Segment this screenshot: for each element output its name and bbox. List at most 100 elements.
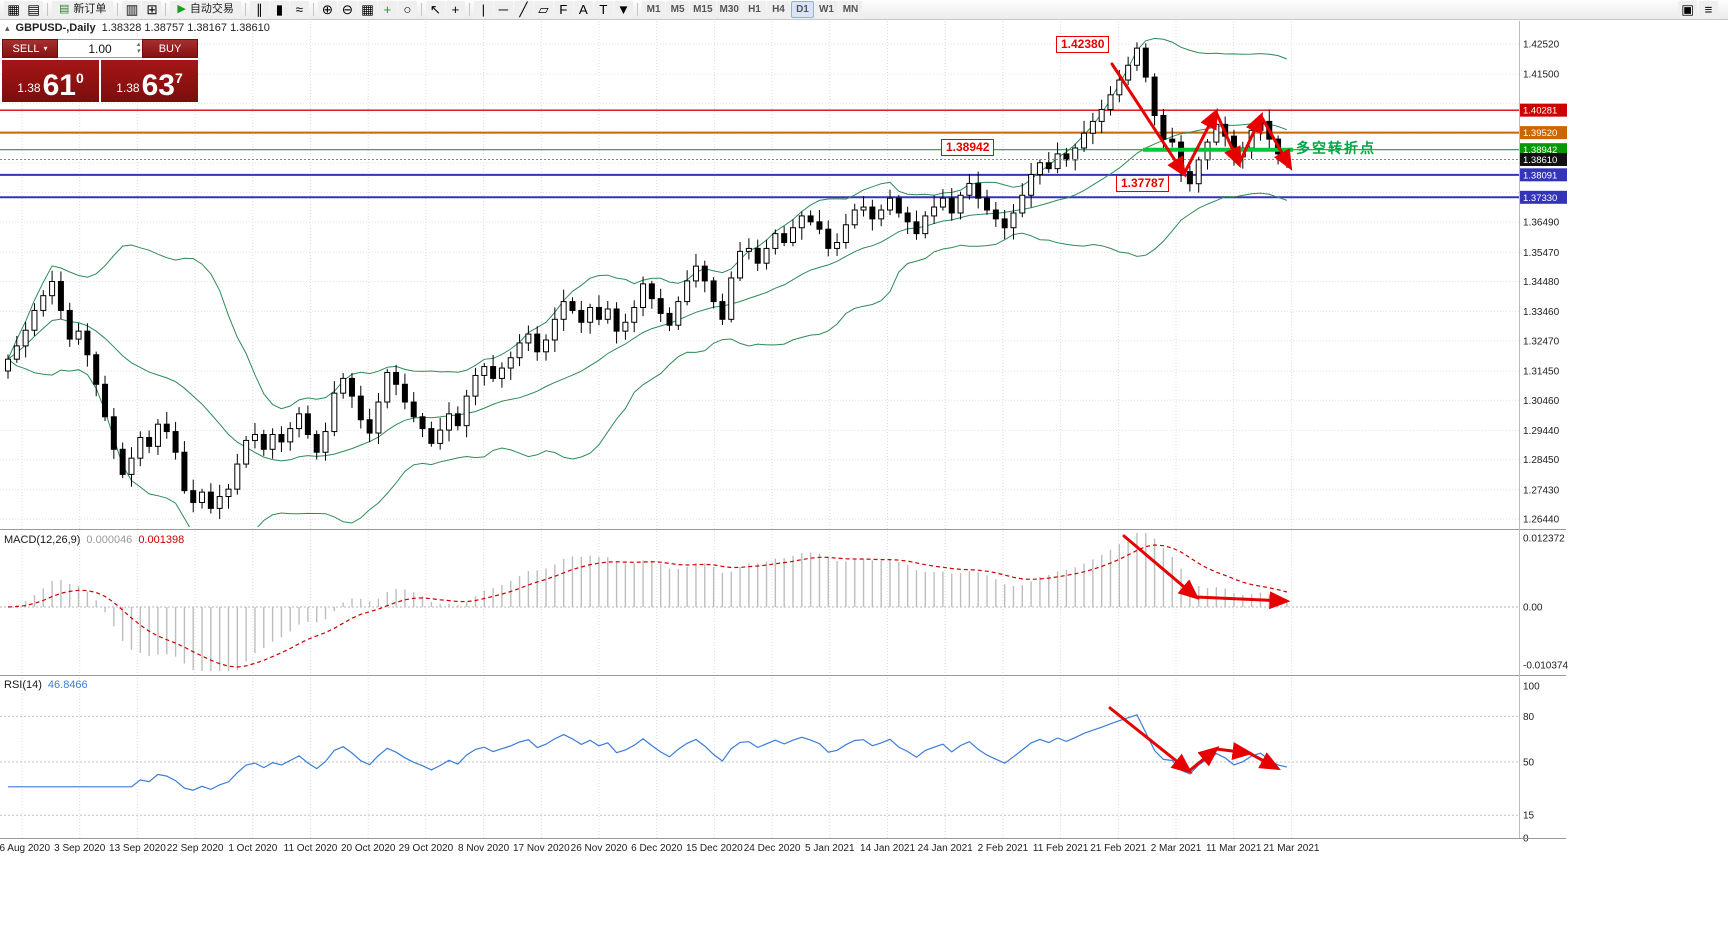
svg-text:0.012372: 0.012372: [1523, 534, 1565, 545]
volume-value: 1.00: [88, 41, 112, 56]
timeframe-d1-button[interactable]: D1: [790, 1, 814, 18]
svg-text:1.34480: 1.34480: [1523, 277, 1560, 288]
svg-text:20 Oct 2020: 20 Oct 2020: [341, 843, 396, 854]
zoom-in-button[interactable]: ⊕: [317, 1, 337, 18]
price-annotation-label[interactable]: 1.42380: [1056, 36, 1110, 53]
new-chart-button[interactable]: ▦: [4, 1, 23, 18]
trendline-button[interactable]: ╱: [513, 1, 533, 18]
svg-text:-0.010374: -0.010374: [1523, 660, 1568, 671]
timeframe-m1-button[interactable]: M1: [642, 1, 666, 18]
zoom-out-icon: ⊖: [341, 1, 353, 17]
sell-button[interactable]: SELL ▾: [2, 39, 58, 58]
svg-text:1.31450: 1.31450: [1523, 367, 1560, 378]
volume-field[interactable]: 1.00 ▴ ▾: [58, 39, 142, 58]
svg-text:1.38610: 1.38610: [1523, 155, 1557, 166]
new-order-button[interactable]: ▤ 新订单: [52, 1, 114, 18]
chart-plot-area[interactable]: [0, 21, 1519, 838]
svg-text:1.35470: 1.35470: [1523, 248, 1560, 259]
svg-text:1.40281: 1.40281: [1523, 106, 1557, 117]
svg-text:13 Sep 2020: 13 Sep 2020: [109, 843, 166, 854]
svg-text:8 Nov 2020: 8 Nov 2020: [458, 843, 510, 854]
buy-price-display[interactable]: 1.38 63 7: [101, 60, 198, 102]
arrows-button[interactable]: ▼: [613, 1, 634, 18]
text-icon: A: [578, 1, 588, 17]
trendline-icon: ╱: [519, 1, 528, 17]
macd-main-value: 0.000046: [86, 534, 133, 546]
bars-mode-icon: ∥: [256, 1, 263, 17]
horizontal-line-button[interactable]: ─: [493, 1, 513, 18]
channel-button[interactable]: ▱: [533, 1, 553, 18]
svg-text:1.37330: 1.37330: [1523, 193, 1557, 204]
svg-text:21 Feb 2021: 21 Feb 2021: [1090, 843, 1147, 854]
svg-text:1.42520: 1.42520: [1523, 40, 1560, 51]
autotrading-button[interactable]: ▶ 自动交易: [170, 1, 241, 18]
text-button[interactable]: A: [573, 1, 593, 18]
svg-text:15 Dec 2020: 15 Dec 2020: [686, 843, 743, 854]
timeframe-h4-button[interactable]: H4: [766, 1, 790, 18]
pivot-note-label[interactable]: 多空转折点: [1296, 140, 1376, 156]
line-mode-icon: ≈: [295, 1, 304, 17]
stepper-down-icon[interactable]: ▾: [136, 48, 140, 55]
docking-icon: ▣: [1681, 1, 1694, 17]
cursor-button[interactable]: ↖: [425, 1, 445, 18]
period-icon: ○: [403, 1, 412, 17]
svg-text:5 Jan 2021: 5 Jan 2021: [805, 843, 855, 854]
line-mode-button[interactable]: ≈: [289, 1, 309, 18]
timeframe-m15-button[interactable]: M15: [690, 1, 716, 18]
toolbar: ▦ ▤ ▤ 新订单 ▥ ⊞ ▶ 自动交易 ∥ ▮ ≈ ⊕ ⊖ ▦ + ○ ↖ + | ─ ╱ ▱ F A T ▼ M1 M5 M15 M3…: [0, 0, 1728, 20]
vertical-line-button[interactable]: |: [473, 1, 493, 18]
stepper-up-icon[interactable]: ▴: [136, 41, 140, 48]
chart-title-icon: ▴: [5, 22, 10, 33]
svg-text:1.27430: 1.27430: [1523, 485, 1560, 496]
svg-text:2 Mar 2021: 2 Mar 2021: [1151, 843, 1202, 854]
new-chart-icon: ▦: [7, 1, 20, 17]
menu-button[interactable]: ≡: [1699, 1, 1718, 18]
svg-text:0.00: 0.00: [1523, 603, 1543, 614]
toolbar-separator: [312, 3, 314, 16]
svg-text:24 Jan 2021: 24 Jan 2021: [918, 843, 973, 854]
svg-text:80: 80: [1523, 712, 1535, 723]
docking-button[interactable]: ▣: [1678, 1, 1697, 18]
tile-windows-button[interactable]: ▦: [357, 1, 377, 18]
chart-title: GBPUSD-,Daily: [15, 22, 96, 34]
market-watch-icon: ⊞: [146, 1, 158, 17]
buy-button[interactable]: BUY: [142, 39, 198, 58]
rsi-label: RSI(14) 46.8466: [4, 679, 88, 691]
price-panel: [0, 37, 1519, 527]
drawn-objects-layer[interactable]: [1108, 62, 1293, 774]
macd-label: MACD(12,26,9) 0.000046 0.001398: [4, 534, 184, 546]
menu-icon: ≡: [1704, 1, 1713, 17]
period-button[interactable]: ○: [397, 1, 417, 18]
timeframe-h1-button[interactable]: H1: [742, 1, 766, 18]
sell-price-display[interactable]: 1.38 61 0: [2, 60, 99, 102]
candles-mode-button[interactable]: ▮: [269, 1, 289, 18]
price-annotation-label[interactable]: 1.37787: [1116, 175, 1170, 192]
indicators-button[interactable]: +: [377, 1, 397, 18]
bars-mode-button[interactable]: ∥: [249, 1, 269, 18]
zoom-in-icon: ⊕: [321, 1, 333, 17]
timeframe-w1-button[interactable]: W1: [814, 1, 838, 18]
crosshair-button[interactable]: +: [445, 1, 465, 18]
buy-price-big: 63: [141, 69, 175, 102]
svg-text:2 Feb 2021: 2 Feb 2021: [978, 843, 1029, 854]
new-order-button-label: 新订单: [73, 3, 107, 15]
price-annotation-label[interactable]: 1.38942: [941, 139, 995, 156]
label-button[interactable]: T: [593, 1, 613, 18]
zoom-out-button[interactable]: ⊖: [337, 1, 357, 18]
price-axis[interactable]: 1.42520 1.41500 1.36490 1.35470 1.34480 1.334…: [1520, 40, 1568, 845]
fibonacci-button[interactable]: F: [553, 1, 573, 18]
chart-window-icon: ▥: [125, 1, 139, 17]
svg-text:1.41500: 1.41500: [1523, 70, 1560, 81]
buy-button-label: BUY: [158, 42, 182, 55]
market-watch-button[interactable]: ⊞: [142, 1, 162, 18]
timeframe-m30-button[interactable]: M30: [716, 1, 742, 18]
profiles-button[interactable]: ▤: [24, 1, 43, 18]
timeframe-mn-button[interactable]: MN: [838, 1, 862, 18]
chart-window-button[interactable]: ▥: [122, 1, 142, 18]
candles-mode-icon: ▮: [275, 1, 284, 17]
timeframe-m5-button[interactable]: M5: [666, 1, 690, 18]
svg-text:15: 15: [1523, 811, 1535, 822]
volume-stepper[interactable]: ▴ ▾: [136, 41, 140, 55]
